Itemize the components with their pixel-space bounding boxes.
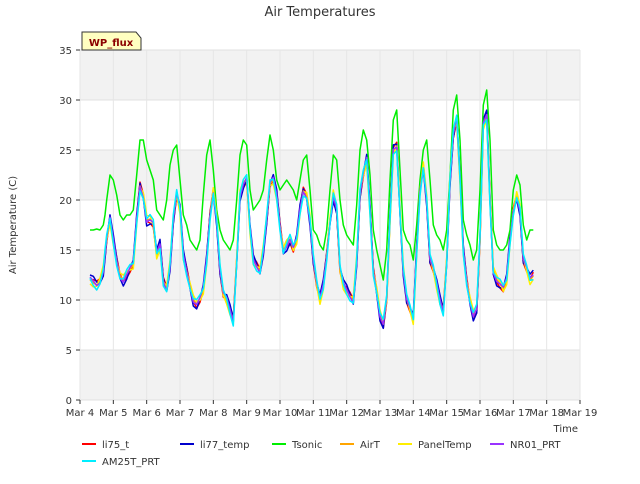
x-tick-label: Mar 16 [463, 408, 498, 419]
x-tick-label: Mar 7 [166, 408, 194, 419]
x-tick-label: Mar 5 [99, 408, 127, 419]
legend-label: li77_temp [200, 440, 249, 451]
y-tick-label: 10 [59, 296, 72, 307]
series-line-am25t-prt [89, 114, 534, 327]
legend-label: NR01_PRT [510, 440, 561, 451]
y-tick-label: 30 [59, 96, 72, 107]
y-axis-ticks: 0 5 10 15 20 25 30 35 [59, 46, 80, 407]
x-tick-label: Mar 19 [563, 408, 598, 419]
legend-label: Tsonic [291, 440, 322, 451]
y-tick-label: 5 [66, 346, 72, 357]
y-tick-label: 25 [59, 146, 72, 157]
x-axis-ticks: Mar 4 Mar 5 Mar 6 Mar 7 Mar 8 Mar 9 Mar 10Mar … [66, 400, 598, 419]
x-tick-label: Mar 18 [529, 408, 564, 419]
x-tick-label: Mar 11 [296, 408, 331, 419]
x-tick-label: Mar 14 [396, 408, 431, 419]
x-tick-label: Mar 9 [232, 408, 260, 419]
x-axis-label: Time [553, 424, 578, 435]
x-tick-label: Mar 10 [263, 408, 298, 419]
legend-label: AM25T_PRT [102, 457, 161, 468]
grid-bands [80, 50, 580, 400]
legend: li75_t li77_temp Tsonic AirT PanelTemp NR01_P… [82, 440, 561, 468]
x-tick-label: Mar 12 [329, 408, 364, 419]
site-badge-label: WP_flux [89, 38, 134, 49]
x-tick-label: Mar 8 [199, 408, 227, 419]
legend-label: li75_t [102, 440, 129, 451]
y-tick-label: 35 [59, 46, 72, 57]
x-tick-label: Mar 4 [66, 408, 94, 419]
series-lines [89, 89, 534, 330]
chart-title: Air Temperatures [264, 5, 375, 20]
site-badge-box [81, 31, 142, 51]
y-axis-label: Air Temperature (C) [8, 176, 19, 274]
x-tick-label: Mar 15 [429, 408, 464, 419]
legend-label: PanelTemp [418, 440, 472, 451]
series-line-tsonic [90, 89, 534, 281]
grid-band [80, 350, 580, 400]
y-tick-label: 0 [66, 396, 72, 407]
y-tick-label: 20 [59, 196, 72, 207]
x-tick-label: Mar 13 [363, 408, 398, 419]
x-tick-label: Mar 6 [132, 408, 160, 419]
y-tick-label: 15 [59, 246, 72, 257]
grid-band [80, 250, 580, 300]
site-badge: WP_flux [81, 31, 142, 51]
x-tick-label: Mar 17 [496, 408, 531, 419]
grid-band [80, 50, 580, 100]
legend-label: AirT [360, 440, 381, 451]
